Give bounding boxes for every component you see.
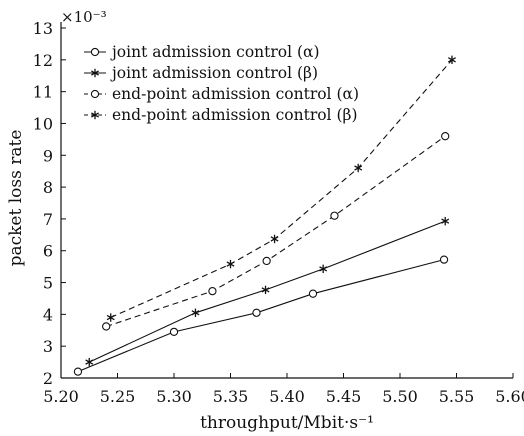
x-tick-label: 5.60 (495, 387, 524, 406)
y-tick-label: 9 (43, 146, 53, 165)
y-tick-label: 8 (43, 178, 53, 197)
data-point (440, 256, 447, 263)
legend-label: joint admission control (α) (110, 43, 320, 61)
legend-label: end-point admission control (β) (112, 106, 358, 124)
y-tick-label: 12 (33, 51, 53, 70)
series-2 (86, 217, 449, 366)
y-tick-label: 3 (43, 337, 53, 356)
data-point (442, 217, 449, 225)
legend-label: joint admission control (β) (110, 64, 318, 82)
y-tick-label: 6 (43, 242, 53, 261)
data-point (192, 309, 199, 317)
y-tick-label: 5 (43, 274, 53, 293)
x-tick-label: 5.20 (43, 387, 79, 406)
data-point (107, 313, 114, 321)
series-1 (74, 256, 447, 375)
data-point (320, 265, 327, 273)
series-line (89, 221, 445, 362)
data-point (442, 133, 449, 140)
series-3 (103, 133, 449, 330)
data-point (227, 260, 234, 268)
y-tick-label: 13 (33, 19, 53, 38)
x-tick-label: 5.25 (100, 387, 136, 406)
legend-entry: end-point admission control (β) (84, 106, 358, 124)
legend-label: end-point admission control (α) (112, 85, 359, 103)
series-line (106, 136, 445, 326)
legend: joint admission control (α) joint admissi… (84, 43, 359, 124)
x-axis-label: throughput/Mbit·s⁻¹ (200, 413, 374, 433)
x-tick-label: 5.45 (326, 387, 362, 406)
data-point (170, 328, 177, 335)
series-layer (74, 56, 455, 376)
legend-marker (91, 90, 98, 97)
data-point (331, 212, 338, 219)
data-point (309, 290, 316, 297)
x-tick-label: 5.55 (439, 387, 475, 406)
data-point (263, 257, 270, 264)
y-axis-label: packet loss rate (6, 130, 26, 267)
data-point (271, 235, 278, 243)
x-tick-label: 5.35 (213, 387, 249, 406)
legend-marker (91, 48, 98, 55)
y-tick-label: 10 (33, 114, 53, 133)
series-line (78, 260, 444, 372)
data-point (262, 286, 269, 294)
data-point (103, 323, 110, 330)
y-tick-label: 7 (43, 210, 53, 229)
y-tick-label: 4 (43, 305, 53, 324)
legend-entry: end-point admission control (α) (84, 85, 359, 103)
legend-entry: joint admission control (β) (84, 64, 318, 82)
data-point (74, 368, 81, 375)
data-point (209, 288, 216, 295)
x-tick-label: 5.50 (382, 387, 418, 406)
y-tick-label: 11 (33, 83, 53, 102)
x-tick-label: 5.30 (156, 387, 192, 406)
y-scale-label: ×10⁻³ (61, 8, 107, 26)
legend-entry: joint admission control (α) (84, 43, 320, 61)
y-tick-label: 2 (43, 369, 53, 388)
data-point (253, 309, 260, 316)
x-tick-label: 5.40 (269, 387, 305, 406)
data-point (86, 358, 93, 366)
